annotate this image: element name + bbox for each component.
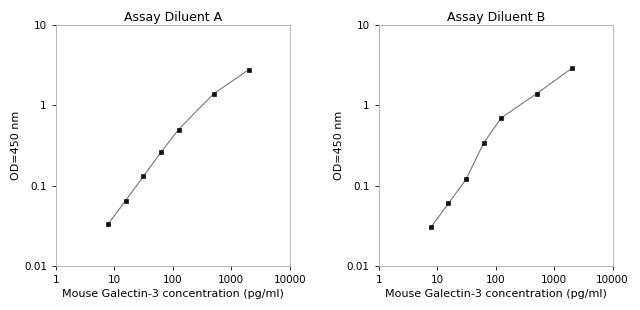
Title: Assay Diluent B: Assay Diluent B xyxy=(447,11,545,24)
Y-axis label: OD=450 nm: OD=450 nm xyxy=(334,111,344,180)
X-axis label: Mouse Galectin-3 concentration (pg/ml): Mouse Galectin-3 concentration (pg/ml) xyxy=(385,289,607,299)
Y-axis label: OD=450 nm: OD=450 nm xyxy=(11,111,21,180)
X-axis label: Mouse Galectin-3 concentration (pg/ml): Mouse Galectin-3 concentration (pg/ml) xyxy=(62,289,284,299)
Title: Assay Diluent A: Assay Diluent A xyxy=(124,11,222,24)
